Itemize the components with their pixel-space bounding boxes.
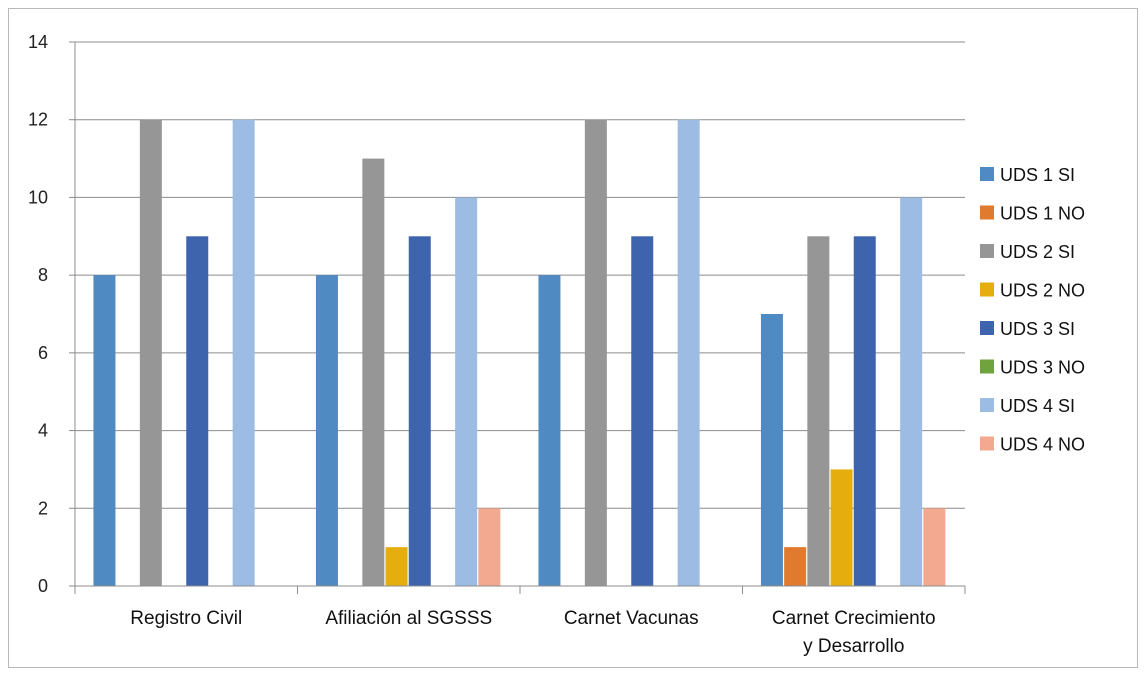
- legend-entry-label: UDS 1 SI: [1000, 165, 1075, 185]
- legend-swatch: [980, 436, 994, 451]
- bar: [186, 236, 209, 587]
- x-axis: Registro Civil Afiliación al SGSSS Carnet …: [74, 585, 966, 657]
- bar: [830, 469, 853, 586]
- bar: [784, 547, 807, 586]
- y-tick-label: 8: [38, 265, 48, 285]
- legend-entry-label: UDS 4 SI: [1000, 396, 1075, 416]
- x-category-label: Registro Civil: [130, 608, 242, 629]
- y-tick-label: 4: [38, 421, 48, 441]
- y-tick-label: 2: [38, 498, 48, 518]
- y-tick-label: 6: [38, 343, 48, 363]
- bar: [232, 119, 255, 586]
- bar: [538, 275, 561, 586]
- bar: [385, 547, 408, 586]
- bar: [139, 119, 162, 586]
- legend-entry-label: UDS 2 SI: [1000, 242, 1075, 262]
- bar: [455, 197, 478, 586]
- y-tick-label: 0: [38, 576, 48, 596]
- x-category-label: y Desarrollo: [803, 636, 904, 657]
- bar: [900, 197, 923, 586]
- bar: [408, 236, 431, 587]
- legend-swatch: [980, 205, 994, 220]
- bar: [631, 236, 654, 587]
- legend-entry-label: UDS 4 NO: [1000, 435, 1085, 455]
- y-tick-label: 12: [28, 110, 48, 130]
- bar: [584, 119, 607, 586]
- bar: [677, 119, 700, 586]
- legend-entry-label: UDS 3 NO: [1000, 358, 1085, 378]
- bar: [93, 275, 116, 586]
- legend-swatch: [980, 359, 994, 374]
- bar: [478, 508, 501, 586]
- legend-swatch: [980, 167, 994, 181]
- legend-entry-label: UDS 2 NO: [1000, 281, 1085, 301]
- legend-swatch: [980, 282, 994, 297]
- bar: [362, 158, 385, 587]
- y-tick-label: 10: [28, 187, 48, 207]
- x-category-label: Afiliación al SGSSS: [325, 608, 492, 629]
- bars: [93, 119, 946, 587]
- legend-swatch: [980, 321, 994, 335]
- bar: [923, 508, 946, 586]
- legend-entry-label: UDS 3 SI: [1000, 319, 1075, 339]
- legend-entry-label: UDS 1 NO: [1000, 204, 1085, 224]
- bar: [760, 314, 783, 586]
- bar: [315, 275, 338, 586]
- y-tick-label: 14: [28, 32, 48, 52]
- bar: [853, 236, 876, 587]
- legend: UDS 1 SI UDS 1 NO UDS 2 SI UDS 2 NO UDS 3 SI…: [980, 165, 1085, 455]
- legend-swatch: [980, 398, 994, 412]
- bar: [807, 236, 830, 587]
- legend-swatch: [980, 244, 994, 258]
- gridlines: [75, 41, 965, 509]
- x-category-label: Carnet Crecimiento: [772, 608, 936, 629]
- x-category-label: Carnet Vacunas: [564, 608, 699, 629]
- y-axis: 0 2 4 6 8 10 12 14: [28, 32, 76, 596]
